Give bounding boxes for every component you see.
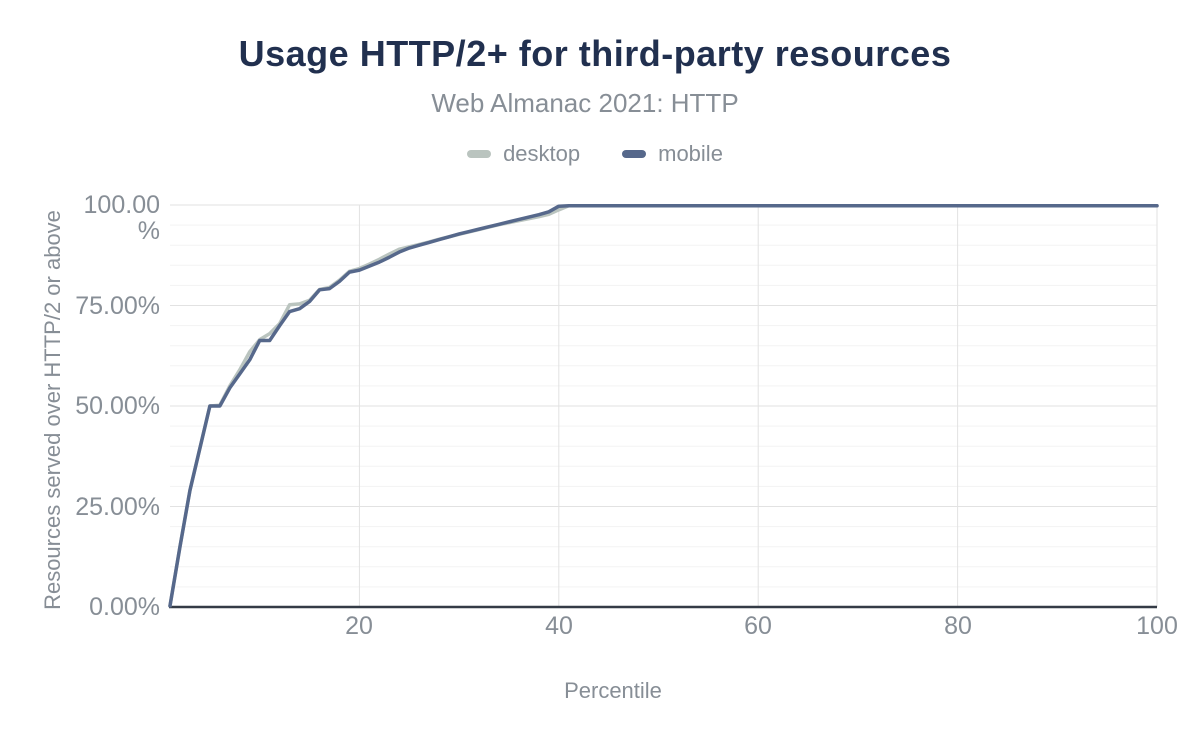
mobile-series-swatch: [622, 150, 647, 158]
legend: desktop mobile: [0, 141, 1190, 167]
y-tick-75: 75.00%: [75, 291, 160, 320]
chart-title: Usage HTTP/2+ for third-party resources: [238, 33, 952, 74]
y-tick-25: 25.00%: [75, 492, 160, 521]
y-tick-0: 0.00%: [89, 593, 160, 621]
chart-subtitle: Web Almanac 2021: HTTP: [431, 88, 739, 118]
legend-item-desktop[interactable]: desktop: [467, 141, 580, 167]
x-tick-60: 60: [744, 612, 772, 640]
x-tick-80: 80: [944, 612, 972, 640]
legend-item-mobile[interactable]: mobile: [622, 141, 723, 167]
y-tick-100: 100.00 %: [83, 191, 160, 245]
y-tick-50: 50.00%: [75, 392, 160, 420]
x-axis-title: Percentile: [564, 678, 662, 703]
desktop-series-swatch: [467, 150, 492, 158]
y-axis-title: Resources served over HTTP/2 or above: [40, 210, 65, 610]
x-tick-40: 40: [545, 612, 573, 640]
x-tick-20: 20: [345, 612, 373, 640]
x-tick-100: 100: [1136, 612, 1178, 640]
legend-label-mobile: mobile: [658, 141, 723, 166]
mobile-line[interactable]: [168, 204, 1159, 608]
legend-label-desktop: desktop: [503, 141, 581, 166]
